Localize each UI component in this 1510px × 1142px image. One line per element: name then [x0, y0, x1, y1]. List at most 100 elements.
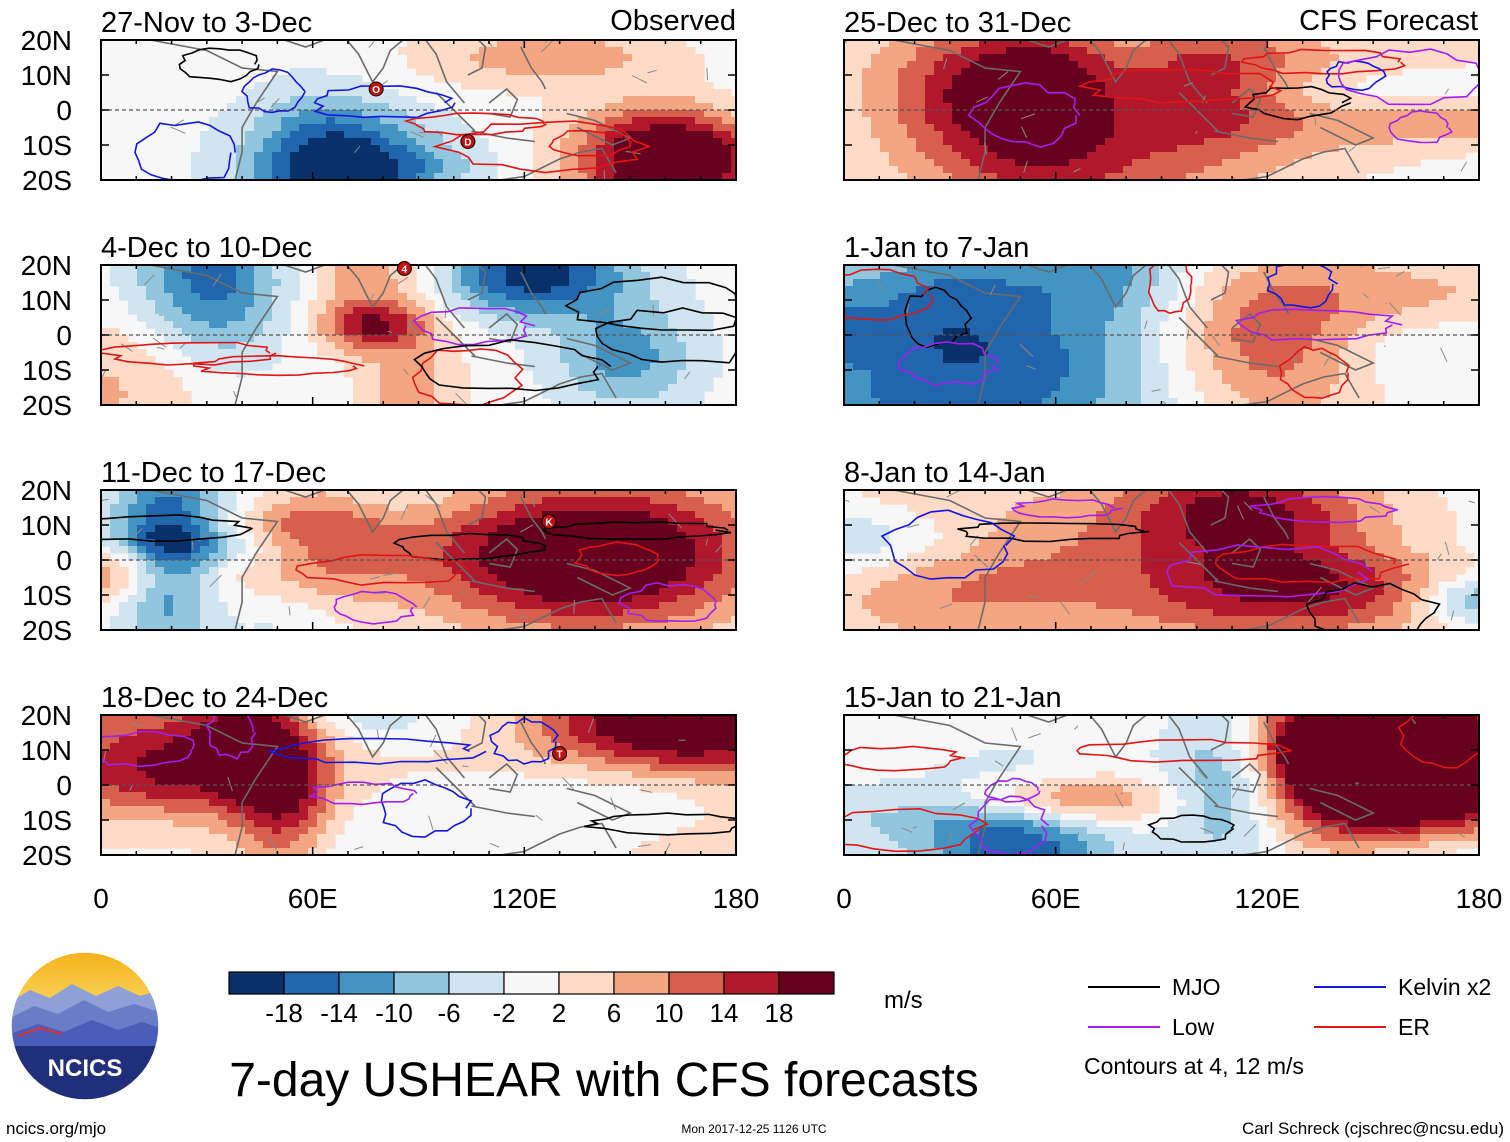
shear-cell — [623, 370, 633, 378]
shear-cell — [497, 279, 507, 287]
shear-cell — [245, 152, 255, 160]
shear-cell — [308, 792, 318, 800]
shear-cell — [659, 68, 669, 76]
shear-cell — [200, 623, 210, 630]
shear-cell — [389, 145, 399, 153]
shear-cell — [479, 764, 489, 772]
shear-cell — [1348, 40, 1358, 48]
shear-cell — [380, 279, 390, 287]
shear-cell — [587, 145, 597, 153]
border-line — [518, 615, 527, 618]
shear-cell — [659, 623, 669, 630]
shear-cell — [1024, 47, 1034, 55]
shear-cell — [560, 398, 570, 405]
shear-cell — [425, 363, 435, 371]
shear-cell — [551, 525, 561, 533]
shear-cell — [245, 279, 255, 287]
shear-cell — [677, 490, 687, 498]
shear-cell — [209, 145, 219, 153]
shear-cell — [1240, 40, 1250, 48]
shear-cell — [119, 757, 129, 765]
shear-cell — [299, 131, 309, 139]
shear-cell — [632, 68, 642, 76]
shear-cell — [416, 61, 426, 69]
shear-cell — [686, 300, 696, 308]
shear-cell — [227, 757, 237, 765]
shear-cell — [506, 750, 516, 758]
shear-cell — [407, 131, 417, 139]
shear-cell — [587, 307, 597, 315]
shear-cell — [506, 68, 516, 76]
shear-cell — [659, 391, 669, 399]
shear-cell — [659, 736, 669, 744]
coastline — [284, 490, 327, 498]
shear-cell — [299, 138, 309, 146]
shear-cell — [398, 321, 408, 329]
shear-cell — [560, 567, 570, 575]
shear-cell — [1312, 61, 1322, 69]
shear-cell — [488, 152, 498, 160]
shear-cell — [686, 124, 696, 132]
shear-cell — [110, 722, 120, 730]
shear-cell — [290, 173, 300, 180]
shear-cell — [668, 602, 678, 610]
shear-cell — [119, 370, 129, 378]
shear-cell — [470, 616, 480, 624]
shear-cell — [569, 82, 579, 90]
shear-cell — [722, 729, 732, 737]
shear-cell — [281, 117, 291, 125]
shear-cell — [542, 307, 552, 315]
shear-cell — [650, 307, 660, 315]
shear-cell — [488, 286, 498, 294]
shear-cell — [191, 567, 201, 575]
shear-cell — [988, 47, 998, 55]
shear-cell — [308, 314, 318, 322]
shear-cell — [101, 736, 111, 744]
shear-cell — [695, 145, 705, 153]
shear-cell — [236, 820, 246, 828]
shear-cell — [236, 722, 246, 730]
shear-cell — [632, 616, 642, 624]
coastline — [284, 265, 327, 273]
shear-cell — [925, 47, 935, 55]
shear-cell — [380, 623, 390, 630]
shear-cell — [182, 785, 192, 793]
shear-cell — [578, 356, 588, 364]
shear-cell — [551, 546, 561, 554]
shear-cell — [371, 286, 381, 294]
shear-cell — [434, 152, 444, 160]
shear-cell — [722, 764, 732, 772]
shear-cell — [578, 490, 588, 498]
shear-cell — [272, 820, 282, 828]
shear-cell — [245, 124, 255, 132]
shear-cell — [443, 145, 453, 153]
shear-cell — [470, 490, 480, 498]
shear-cell — [686, 342, 696, 350]
shear-cell — [731, 743, 736, 751]
shear-cell — [632, 602, 642, 610]
shear-cell — [542, 131, 552, 139]
shear-cell — [704, 834, 714, 842]
shear-cell — [128, 511, 138, 519]
shear-cell — [380, 525, 390, 533]
shear-cell — [695, 827, 705, 835]
shear-cell — [605, 47, 615, 55]
shear-cell — [605, 377, 615, 385]
shear-cell — [569, 560, 579, 568]
shear-cell — [668, 546, 678, 554]
shear-cell — [398, 300, 408, 308]
shear-cell — [614, 103, 624, 111]
shear-cell — [632, 61, 642, 69]
shear-cell — [722, 138, 732, 146]
shear-cell — [281, 293, 291, 301]
shear-cell — [497, 595, 507, 603]
shear-cell — [587, 588, 597, 596]
shear-cell — [587, 595, 597, 603]
shear-cell — [1006, 68, 1016, 76]
shear-cell — [686, 131, 696, 139]
shear-cell — [209, 581, 219, 589]
shear-cell — [200, 813, 210, 821]
shear-cell — [191, 729, 201, 737]
shear-cell — [731, 539, 736, 547]
shear-cell — [137, 806, 147, 814]
